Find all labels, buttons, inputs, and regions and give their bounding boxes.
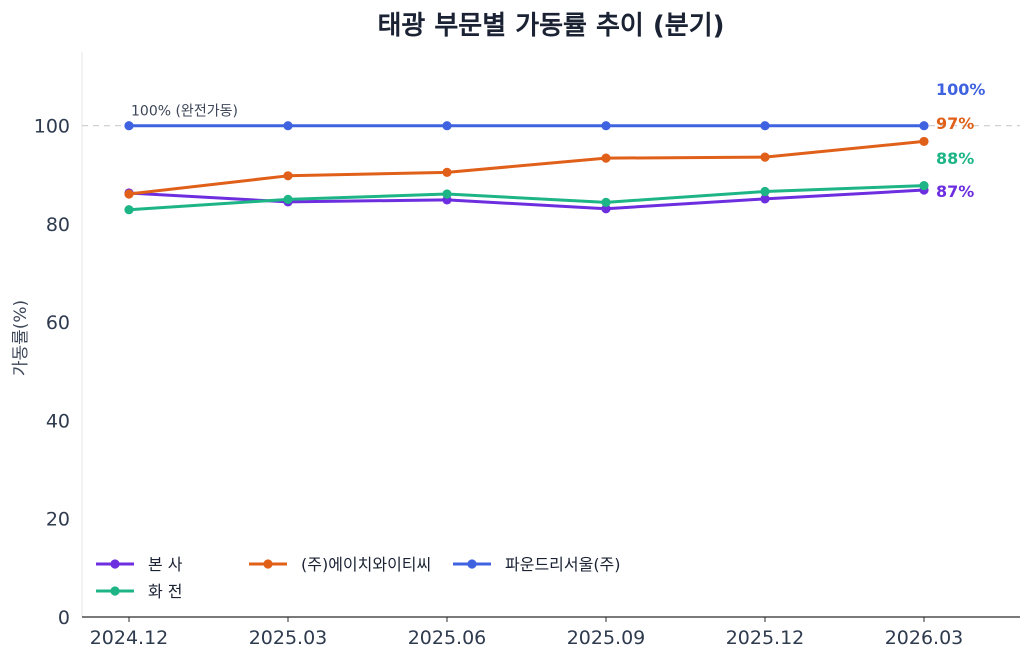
end-value-label: 100%	[936, 80, 985, 99]
chart-title: 태광 부문별 가동률 추이 (분기)	[377, 11, 724, 41]
series-line	[127, 139, 926, 196]
legend-label: (주)에이치와이티씨	[301, 555, 431, 574]
legend-label: 파운드리서울(주)	[505, 555, 621, 574]
y-tick-label: 100	[34, 116, 70, 138]
end-labels-group: 87% 88% 97% 100%	[936, 80, 985, 201]
legend-marker	[110, 559, 120, 569]
y-tick-label: 0	[58, 607, 70, 629]
legend-item: (주)에이치와이티씨	[249, 555, 431, 574]
data-point	[124, 121, 134, 131]
data-point	[442, 189, 452, 199]
data-point	[601, 121, 611, 131]
data-point	[124, 189, 134, 199]
legend-item: 화 전	[96, 582, 183, 601]
series-2	[124, 136, 929, 199]
data-point	[760, 121, 770, 131]
data-point	[919, 181, 929, 191]
legend-label: 본 사	[148, 555, 183, 574]
data-point	[601, 204, 611, 214]
data-point	[283, 171, 293, 181]
data-point	[283, 194, 293, 204]
data-point	[442, 121, 452, 131]
x-tick-label: 2026.03	[885, 627, 964, 649]
x-tick-label: 2025.06	[408, 627, 487, 649]
end-value-label: 87%	[936, 182, 974, 201]
series-line	[127, 184, 926, 212]
data-point	[124, 205, 134, 215]
x-tick-label: 2025.12	[726, 627, 805, 649]
y-tick-label: 60	[46, 312, 70, 334]
y-axis-label: 가동률(%)	[11, 300, 31, 376]
reference-line-group: 100% (완전가동)	[82, 104, 1020, 127]
legend-marker	[110, 586, 120, 596]
legend-label: 화 전	[148, 582, 183, 601]
series-1	[124, 181, 929, 215]
x-tick-label: 2025.09	[567, 627, 646, 649]
data-point	[442, 167, 452, 177]
data-point	[760, 186, 770, 197]
x-tick-label: 2024.12	[90, 627, 169, 649]
axes: 0 20 40 60 80 100 2024.12 2025.03 2025.06 2025.09…	[34, 52, 1020, 649]
y-tick-label: 20	[46, 509, 70, 531]
data-point	[760, 152, 770, 162]
data-point	[601, 197, 611, 207]
data-point	[760, 194, 770, 204]
legend-item: 파운드리서울(주)	[453, 555, 621, 574]
legend-marker	[467, 559, 477, 569]
series-3	[124, 121, 929, 131]
reference-line-label: 100% (완전가동)	[131, 104, 238, 120]
data-point	[283, 121, 293, 131]
legend-marker	[263, 559, 273, 569]
data-point	[919, 121, 929, 131]
data-point	[601, 153, 611, 163]
legend: 본 사화 전 (주)에이치와이티씨 파운드리서울(주)	[96, 555, 621, 601]
end-value-label: 97%	[936, 114, 974, 133]
y-tick-label: 80	[46, 214, 70, 236]
y-tick-label: 40	[46, 410, 70, 432]
data-point	[919, 136, 929, 147]
legend-item: 본 사	[96, 555, 183, 574]
series-group	[124, 121, 929, 215]
x-tick-label: 2025.03	[249, 627, 328, 649]
end-value-label: 88%	[936, 149, 974, 168]
